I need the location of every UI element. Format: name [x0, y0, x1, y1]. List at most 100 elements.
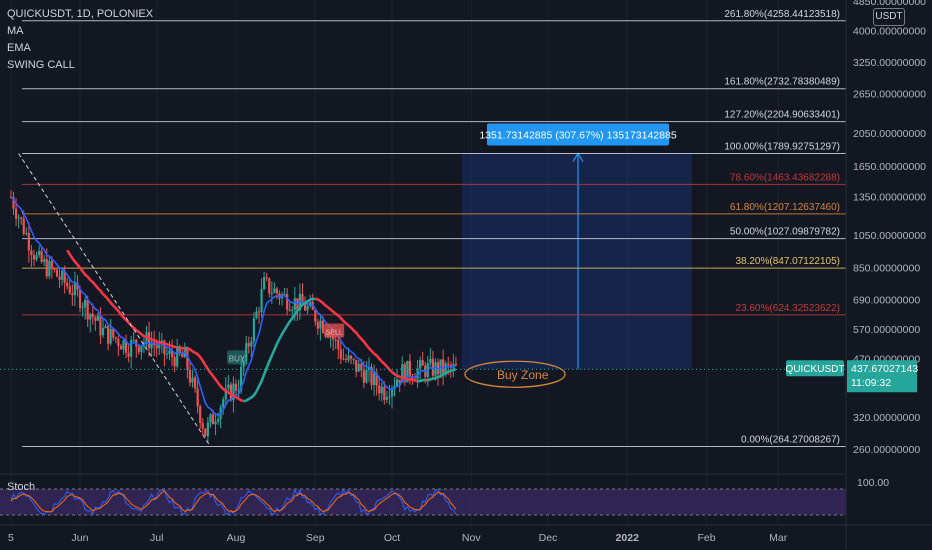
candle-body [355, 359, 358, 372]
candle-body [268, 278, 271, 294]
price-axis[interactable]: 4850.00000000 4000.00000000 3250.00000000 2… [786, 0, 927, 489]
time-tick: Aug [227, 532, 246, 544]
candle-body [48, 260, 51, 277]
price-tick: 1350.00000000 [853, 192, 926, 204]
indicator-ema[interactable]: EMA [7, 42, 31, 54]
candle-body [12, 196, 15, 209]
candle-body [53, 268, 56, 270]
candle-body [380, 386, 383, 394]
current-price-tag[interactable] [847, 360, 917, 393]
candle-body [375, 372, 378, 386]
sell-signal-label: SELL [326, 329, 343, 336]
candle-body [406, 360, 409, 383]
candle-body [303, 303, 307, 311]
symbol-title[interactable]: QUICKUSDT, 1D, POLONIEX [7, 8, 154, 20]
indicator-ma[interactable]: MA [7, 25, 24, 37]
candle-body [347, 355, 350, 361]
stoch-axis-label: 100.00 [857, 477, 889, 489]
candle-body [68, 286, 71, 294]
candle-body [370, 367, 373, 385]
indicator-swing-call[interactable]: SWING CALL [7, 59, 75, 71]
current-symbol-tag[interactable] [786, 360, 844, 377]
countdown-label: 11:09:32 [851, 377, 891, 389]
candle-body [245, 343, 248, 362]
measure-rect[interactable] [462, 153, 692, 370]
candle-body [396, 379, 399, 386]
time-tick: Nov [462, 532, 481, 544]
candle-body [155, 345, 158, 349]
candle-body [234, 383, 238, 391]
candle-body [94, 317, 97, 321]
candle-body [401, 364, 404, 383]
candle-body [45, 259, 48, 277]
candle-body [247, 343, 250, 347]
price-tick: 3250.00000000 [853, 57, 926, 69]
candle-body [429, 358, 432, 363]
candle-body [25, 232, 28, 234]
annotations[interactable]: Buy Zone BUY SELL [227, 323, 566, 388]
buy-signal-marker[interactable] [227, 350, 247, 365]
candle-body [22, 218, 25, 234]
candle-body [222, 399, 225, 408]
candle-body [306, 306, 309, 311]
buy-zone-ellipse[interactable] [464, 360, 566, 388]
candle-body [109, 328, 112, 344]
candle-body [403, 364, 406, 383]
price-tick: 2650.00000000 [853, 88, 926, 100]
candle-body [158, 342, 161, 349]
time-tick: Jul [150, 532, 163, 544]
measure-box[interactable]: 1351.73142885 (307.67%) 135173142885 [462, 123, 692, 370]
candle-body [237, 390, 240, 392]
time-tick: 2022 [616, 532, 640, 544]
candle-body [165, 353, 169, 355]
candle-body [419, 360, 422, 369]
candle-body [117, 338, 120, 346]
ma-line [427, 367, 457, 382]
fib-label: 127.20%(2204.90633401) [724, 110, 840, 121]
candle-body [349, 355, 353, 359]
stoch-title[interactable]: Stoch [7, 481, 36, 493]
currency-button[interactable]: USDT [873, 8, 905, 26]
stoch-k-line [10, 488, 457, 515]
candle-body [89, 313, 92, 320]
candle-body [119, 345, 123, 350]
price-tick: 4850.00000000 [853, 0, 926, 8]
candle-body [96, 315, 100, 321]
candle-body [196, 388, 199, 407]
current-symbol-label: QUICKUSDT [786, 364, 845, 375]
candle-body [319, 320, 322, 329]
candle-body [360, 363, 363, 371]
buy-signal-label: BUY [229, 354, 246, 363]
candle-body [114, 337, 117, 339]
sell-signal-marker[interactable] [324, 323, 345, 338]
ma-line [243, 297, 316, 403]
stoch-lines [10, 488, 457, 515]
candle-body [20, 217, 23, 219]
candle-body [378, 385, 381, 394]
candle-body [150, 342, 153, 349]
candle-body [206, 422, 209, 436]
candle-body [224, 388, 227, 400]
candle-body [124, 340, 128, 354]
candle-body [101, 328, 105, 336]
fib-label: 78.60%(1463.43682288) [730, 172, 840, 183]
time-tick: Jun [72, 532, 89, 544]
candle-body [140, 346, 143, 353]
candle-body [147, 332, 151, 349]
candle-body [240, 366, 243, 391]
time-axis[interactable]: 5 Jun Jul Aug Sep Oct Nov Dec 2022 Feb Mar [8, 532, 788, 544]
candle-body [37, 250, 41, 256]
fib-levels[interactable]: 261.80%(4258.44123518) 161.80%(2732.78380… [22, 9, 846, 448]
candle-body [286, 293, 289, 310]
candle-body [431, 358, 435, 376]
candle-body [86, 299, 89, 320]
price-tick: 1050.00000000 [853, 230, 926, 242]
candle-body [416, 368, 419, 380]
candle-body [232, 383, 235, 401]
candle-body [229, 384, 232, 401]
ma-line [186, 346, 245, 403]
candle-body [178, 346, 181, 354]
candle-body [444, 363, 447, 373]
